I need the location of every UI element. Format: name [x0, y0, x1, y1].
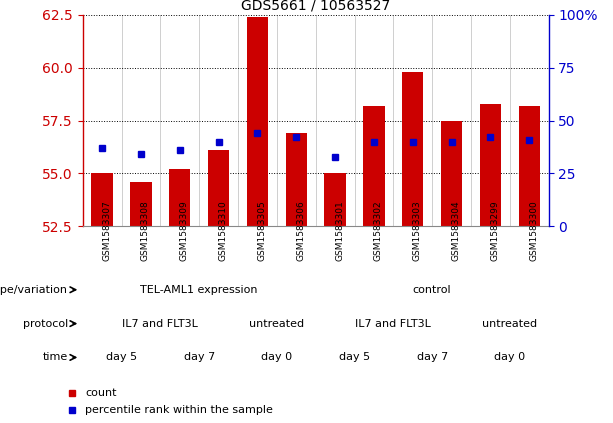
Text: GSM1583306: GSM1583306 — [296, 201, 305, 261]
Text: GSM1583309: GSM1583309 — [180, 201, 189, 261]
Bar — [131, 182, 151, 226]
Text: GSM1583299: GSM1583299 — [490, 201, 500, 261]
Bar — [247, 17, 268, 226]
Text: count: count — [85, 388, 116, 398]
Bar — [324, 173, 346, 226]
Bar — [432, 15, 471, 226]
Text: GSM1583308: GSM1583308 — [141, 201, 150, 261]
Text: untreated: untreated — [249, 319, 305, 329]
Bar — [480, 104, 501, 226]
Text: GSM1583304: GSM1583304 — [452, 201, 460, 261]
Bar — [238, 15, 277, 226]
Bar — [199, 15, 238, 226]
Bar — [402, 72, 424, 226]
Bar — [519, 106, 540, 226]
Bar — [471, 15, 510, 226]
Text: day 0: day 0 — [494, 352, 525, 363]
Text: GSM1583305: GSM1583305 — [257, 201, 267, 261]
Bar — [208, 150, 229, 226]
Text: day 5: day 5 — [339, 352, 370, 363]
Text: GSM1583300: GSM1583300 — [529, 201, 538, 261]
Title: GDS5661 / 10563527: GDS5661 / 10563527 — [241, 0, 390, 12]
Bar — [394, 15, 432, 226]
Text: GSM1583307: GSM1583307 — [102, 201, 111, 261]
Bar — [121, 15, 161, 226]
Bar — [354, 15, 394, 226]
Bar — [510, 15, 549, 226]
Text: protocol: protocol — [23, 319, 68, 329]
Text: day 7: day 7 — [184, 352, 215, 363]
Text: GSM1583310: GSM1583310 — [219, 201, 227, 261]
Text: IL7 and FLT3L: IL7 and FLT3L — [123, 319, 199, 329]
Text: untreated: untreated — [482, 319, 538, 329]
Bar — [83, 15, 121, 226]
Text: genotype/variation: genotype/variation — [0, 285, 68, 295]
Bar — [286, 133, 307, 226]
Bar — [364, 106, 384, 226]
Bar — [441, 121, 462, 226]
Text: day 0: day 0 — [261, 352, 292, 363]
Bar — [316, 15, 354, 226]
Bar — [169, 169, 191, 226]
Text: percentile rank within the sample: percentile rank within the sample — [85, 405, 273, 415]
Text: GSM1583303: GSM1583303 — [413, 201, 422, 261]
Text: control: control — [413, 285, 452, 295]
Bar — [91, 173, 113, 226]
Text: time: time — [43, 352, 68, 363]
Text: TEL-AML1 expression: TEL-AML1 expression — [140, 285, 258, 295]
Text: GSM1583301: GSM1583301 — [335, 201, 344, 261]
Text: GSM1583302: GSM1583302 — [374, 201, 383, 261]
Bar — [161, 15, 199, 226]
Text: day 7: day 7 — [417, 352, 447, 363]
Text: IL7 and FLT3L: IL7 and FLT3L — [356, 319, 432, 329]
Text: day 5: day 5 — [106, 352, 137, 363]
Bar — [277, 15, 316, 226]
